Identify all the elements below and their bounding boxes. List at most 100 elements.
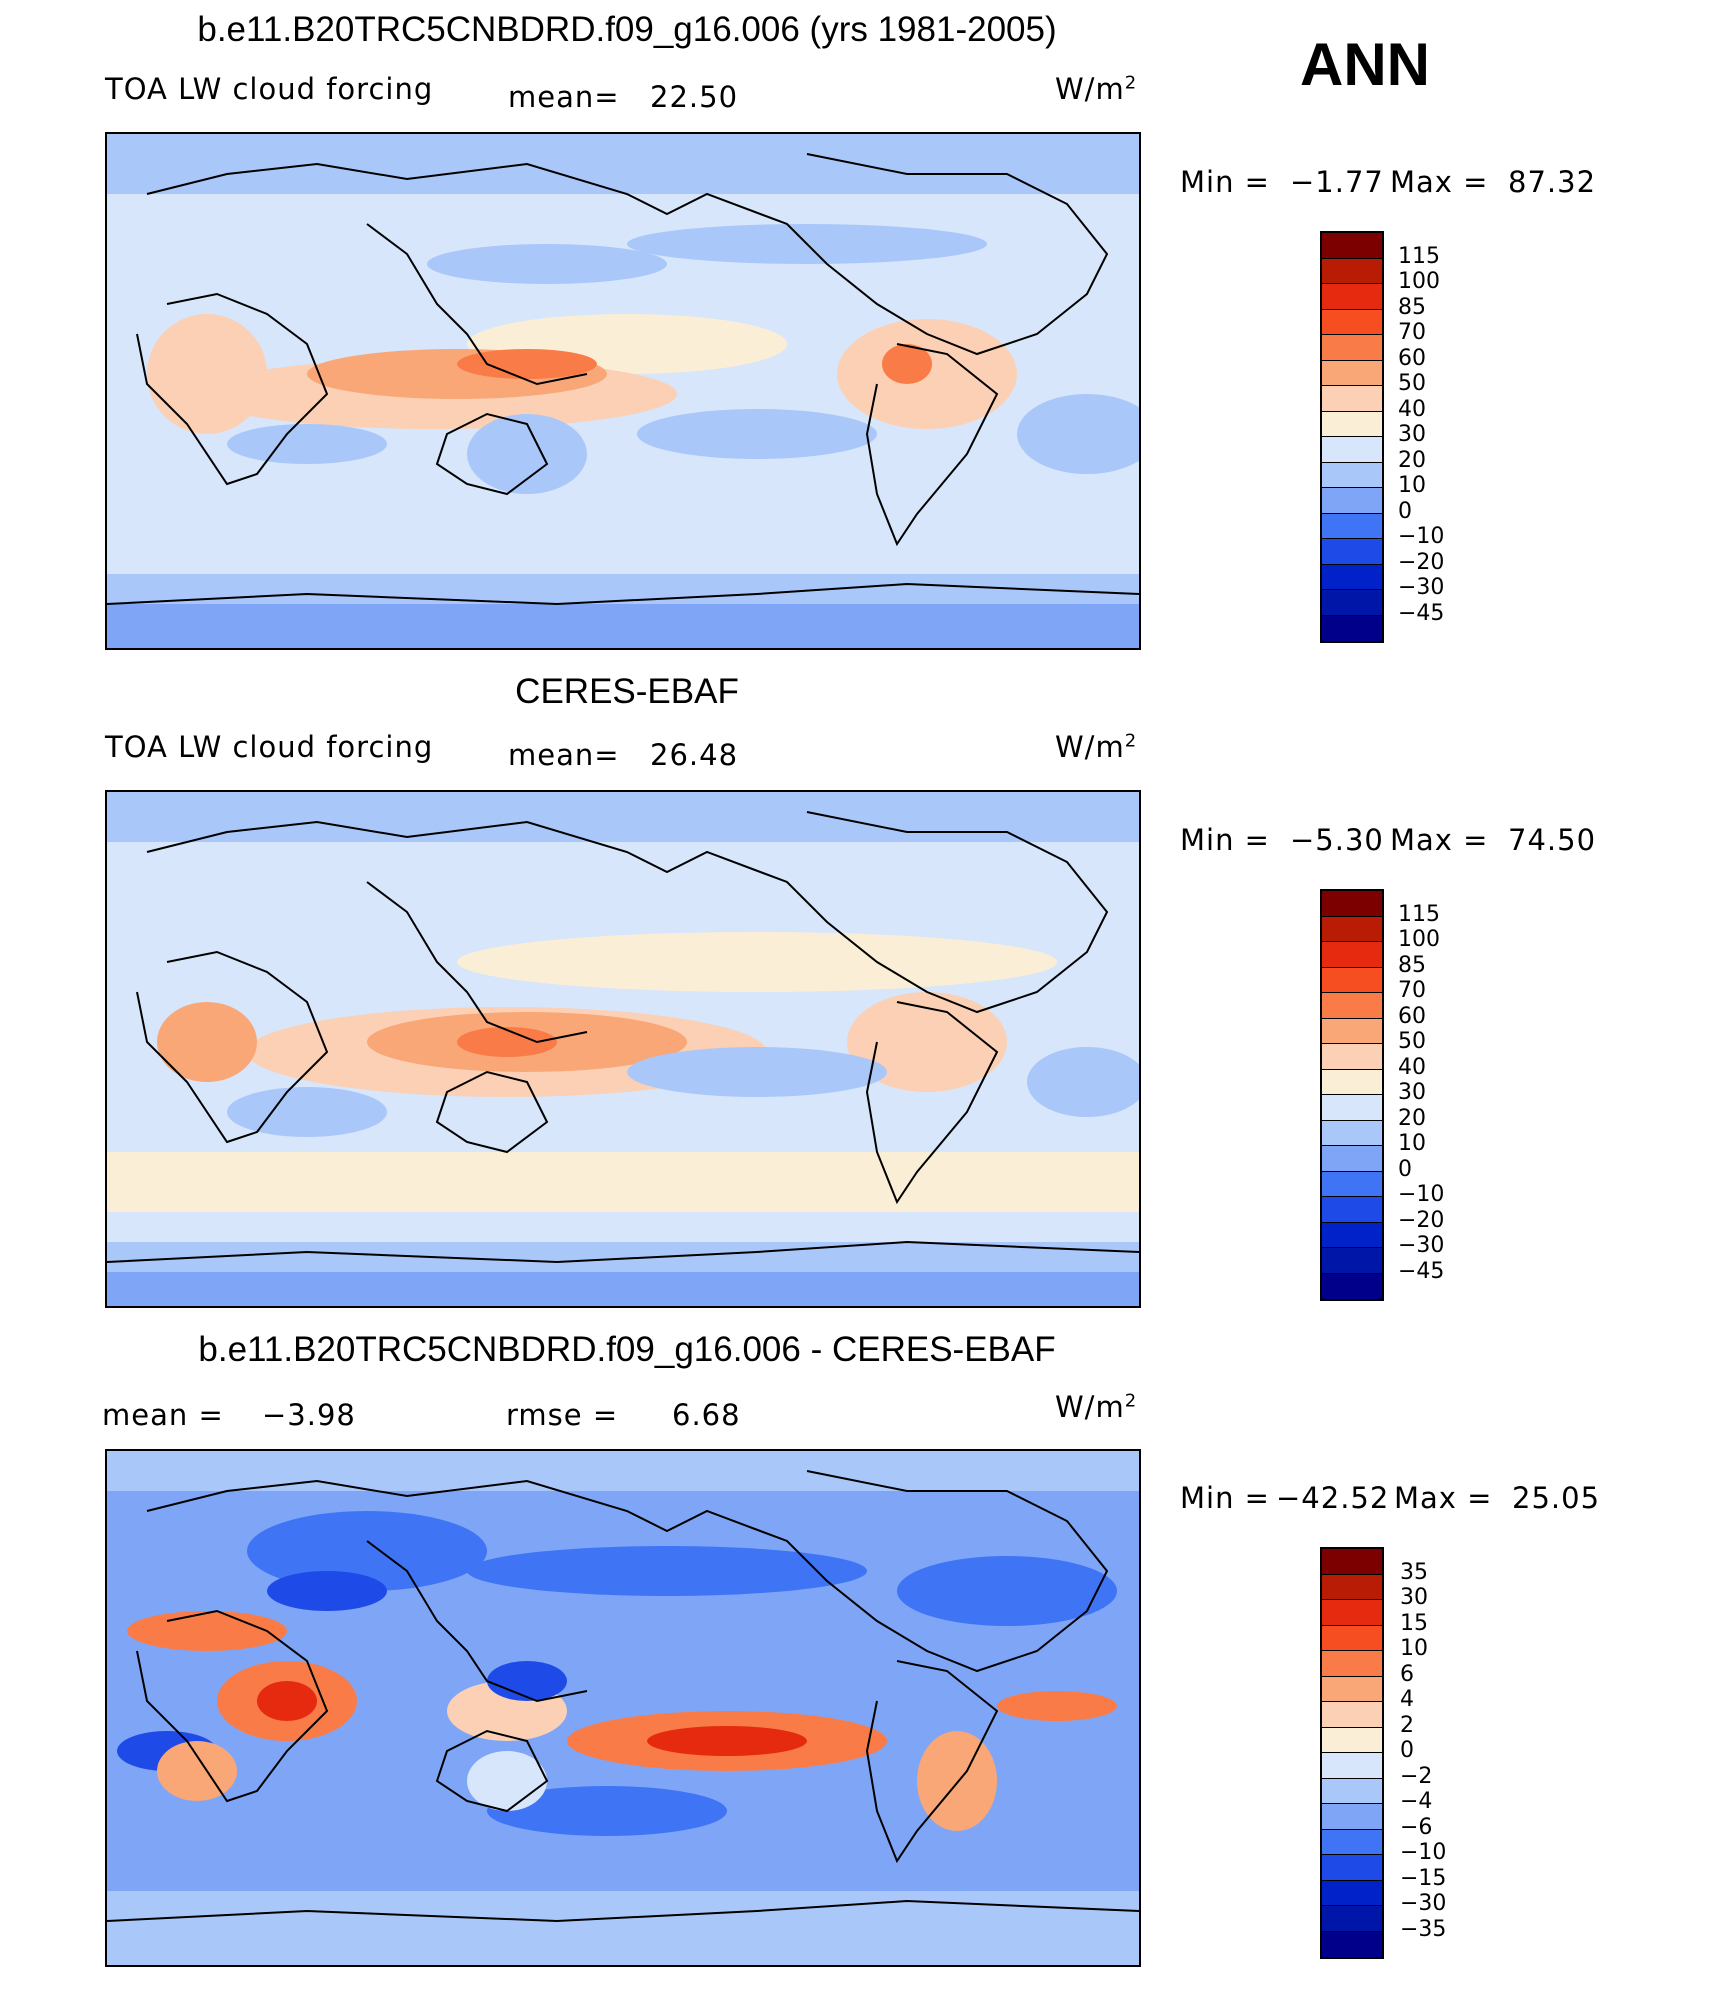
colorbar-tick-label: −4	[1400, 1789, 1433, 1814]
colorbar-box	[1322, 916, 1382, 942]
colorbar-tick-label: 85	[1398, 294, 1426, 320]
colorbar-tick-label: 0	[1398, 1156, 1412, 1182]
colorbar-tick-label: 100	[1398, 269, 1440, 294]
colorbar-box	[1322, 513, 1382, 539]
panel2-variable-label: TOA LW cloud forcing	[105, 730, 434, 764]
colorbar-tick-label: 70	[1398, 978, 1426, 1003]
colorbar-tick-label: 30	[1398, 422, 1426, 447]
colorbar-box	[1322, 1574, 1382, 1600]
colorbar-tick-label: 0	[1400, 1738, 1414, 1763]
panel1-min-label: Min =	[1180, 165, 1270, 199]
panel3-min-label: Min =	[1180, 1481, 1270, 1515]
colorbar-tick-label: −30	[1398, 575, 1445, 600]
colorbar-tick-label: 60	[1398, 1003, 1426, 1029]
colorbar-tick-label: 15	[1400, 1610, 1428, 1636]
panel3-mean-value: −3.98	[262, 1398, 356, 1432]
panel3-mean-label: mean =	[102, 1398, 224, 1432]
colorbar-tick-label: 6	[1400, 1661, 1414, 1687]
panel1-colorbar	[1320, 231, 1384, 643]
colorbar-box	[1322, 386, 1382, 412]
colorbar-box	[1322, 360, 1382, 386]
colorbar-box	[1322, 1044, 1382, 1070]
colorbar-tick-label: 115	[1398, 243, 1440, 269]
colorbar-box	[1322, 1676, 1382, 1702]
panel1-mean-value: 22.50	[650, 80, 739, 114]
panel3-colorbar	[1320, 1547, 1384, 1959]
panel2-max-value: 74.50	[1508, 823, 1597, 857]
colorbar-box	[1322, 590, 1382, 616]
colorbar-box	[1322, 1906, 1382, 1932]
panel1-max-label: Max =	[1390, 165, 1489, 199]
colorbar-box	[1322, 1095, 1382, 1121]
panel2-max-label: Max =	[1390, 823, 1489, 857]
colorbar-tick-label: 70	[1398, 320, 1426, 345]
panel1-map	[105, 132, 1141, 650]
panel2-colorbar	[1320, 889, 1384, 1301]
colorbar-box	[1322, 539, 1382, 565]
colorbar-box	[1322, 1018, 1382, 1044]
colorbar-tick-label: 0	[1398, 498, 1412, 524]
colorbar-box	[1322, 284, 1382, 310]
colorbar-tick-label: 10	[1398, 473, 1426, 498]
colorbar-tick-label: −30	[1398, 1233, 1445, 1258]
colorbar-box	[1322, 1273, 1382, 1299]
colorbar-tick-label: −6	[1400, 1814, 1433, 1840]
colorbar-tick-label: 40	[1398, 1054, 1426, 1080]
colorbar-tick-label: 4	[1400, 1687, 1414, 1712]
colorbar-box	[1322, 1753, 1382, 1779]
colorbar-tick-label: 10	[1398, 1131, 1426, 1156]
colorbar-tick-label: −2	[1400, 1763, 1433, 1789]
panel2-mean-label: mean=	[508, 738, 620, 772]
colorbar-box	[1322, 1146, 1382, 1172]
panel3-min-value: −42.52	[1276, 1481, 1390, 1515]
colorbar-box	[1322, 1197, 1382, 1223]
colorbar-tick-label: −20	[1398, 1207, 1445, 1233]
panel3-rmse-label: rmse =	[506, 1398, 619, 1432]
colorbar-box	[1322, 1600, 1382, 1626]
panel3-max-label: Max =	[1394, 1481, 1493, 1515]
colorbar-box	[1322, 1651, 1382, 1677]
colorbar-box	[1322, 462, 1382, 488]
colorbar-tick-label: 85	[1398, 952, 1426, 978]
colorbar-tick-label: −35	[1400, 1916, 1447, 1942]
colorbar-box	[1322, 1778, 1382, 1804]
panel2-units: W/m2	[1055, 730, 1138, 764]
colorbar-tick-label: 30	[1398, 1080, 1426, 1105]
colorbar-box	[1322, 615, 1382, 641]
colorbar-box	[1322, 233, 1382, 259]
panel1-min-value: −1.77	[1290, 165, 1384, 199]
colorbar-tick-label: −10	[1400, 1840, 1447, 1865]
colorbar-tick-label: 2	[1400, 1712, 1414, 1738]
colorbar-box	[1322, 564, 1382, 590]
colorbar-box	[1322, 411, 1382, 437]
panel3-rmse-value: 6.68	[672, 1398, 741, 1432]
panel1-max-value: 87.32	[1508, 165, 1597, 199]
colorbar-box	[1322, 335, 1382, 361]
colorbar-tick-label: 40	[1398, 396, 1426, 422]
colorbar-tick-label: −10	[1398, 524, 1445, 549]
colorbar-box	[1322, 1880, 1382, 1906]
colorbar-box	[1322, 1702, 1382, 1728]
panel2-mean-value: 26.48	[650, 738, 739, 772]
colorbar-box	[1322, 967, 1382, 993]
colorbar-tick-label: −45	[1398, 600, 1445, 626]
colorbar-tick-label: 35	[1400, 1559, 1428, 1585]
colorbar-tick-label: 30	[1400, 1585, 1428, 1610]
colorbar-box	[1322, 258, 1382, 284]
panel2-min-label: Min =	[1180, 823, 1270, 857]
panel1-units: W/m2	[1055, 72, 1138, 106]
colorbar-box	[1322, 1069, 1382, 1095]
panel3-max-value: 25.05	[1512, 1481, 1601, 1515]
colorbar-tick-label: −20	[1398, 549, 1445, 575]
colorbar-tick-label: 50	[1398, 371, 1426, 396]
colorbar-box	[1322, 891, 1382, 917]
colorbar-tick-label: 50	[1398, 1029, 1426, 1054]
colorbar-box	[1322, 437, 1382, 463]
panel2-map	[105, 790, 1141, 1308]
colorbar-box	[1322, 993, 1382, 1019]
panel3-map	[105, 1449, 1141, 1967]
colorbar-box	[1322, 1727, 1382, 1753]
colorbar-tick-label: 100	[1398, 927, 1440, 952]
colorbar-box	[1322, 488, 1382, 514]
panel1-mean-label: mean=	[508, 80, 620, 114]
